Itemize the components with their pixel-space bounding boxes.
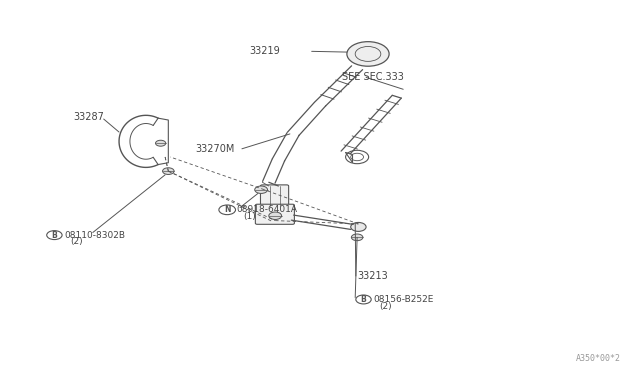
Circle shape <box>163 168 174 174</box>
Text: B: B <box>361 295 366 304</box>
Text: (2): (2) <box>380 302 392 311</box>
Text: (1): (1) <box>243 212 256 221</box>
Circle shape <box>156 140 166 146</box>
Circle shape <box>351 234 363 241</box>
Text: 08156-B252E: 08156-B252E <box>373 295 433 304</box>
Text: N: N <box>224 205 230 214</box>
Text: B: B <box>52 231 57 240</box>
Text: 33287: 33287 <box>74 112 104 122</box>
Circle shape <box>269 212 282 219</box>
FancyBboxPatch shape <box>255 204 294 224</box>
Circle shape <box>347 42 389 66</box>
FancyBboxPatch shape <box>260 185 289 208</box>
Text: A350*00*2: A350*00*2 <box>576 354 621 363</box>
Text: SEE SEC.333: SEE SEC.333 <box>342 73 404 82</box>
Text: 08918-6401A: 08918-6401A <box>237 205 298 214</box>
Circle shape <box>255 186 268 193</box>
Text: 33219: 33219 <box>250 46 280 56</box>
Text: 33270M: 33270M <box>195 144 235 154</box>
Text: 33213: 33213 <box>357 271 388 281</box>
Circle shape <box>351 222 366 231</box>
Text: 08110-8302B: 08110-8302B <box>64 231 125 240</box>
Text: (2): (2) <box>70 237 83 246</box>
